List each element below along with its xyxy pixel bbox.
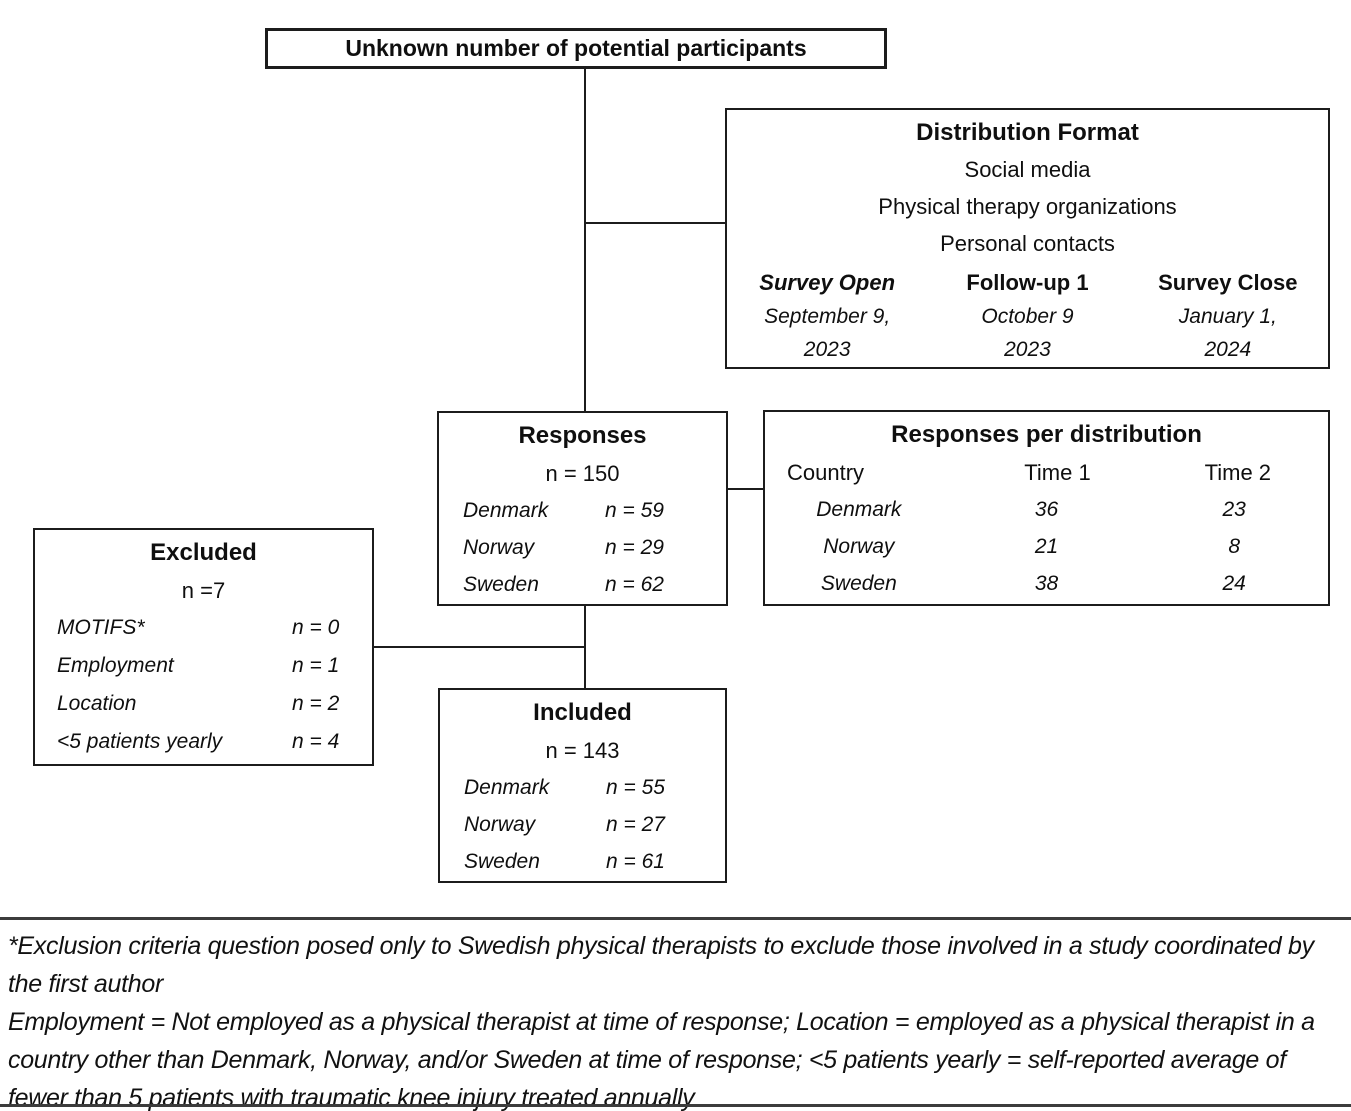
count-value: n = 59 <box>605 499 664 522</box>
excluded-row-location: Location n = 2 <box>35 685 372 723</box>
footnote-paragraph-2: Employment = Not employed as a physical … <box>8 1008 1315 1111</box>
country-label: Sweden <box>463 573 539 596</box>
header-country: Country <box>787 460 865 485</box>
excluded-total: n =7 <box>181 578 226 603</box>
count-value: n = 62 <box>605 573 664 596</box>
included-title: Included <box>533 699 632 726</box>
included-row-norway: Norway n = 27 <box>440 806 725 843</box>
footnote-top-divider <box>0 917 1351 920</box>
milestone-survey-open: Survey Open September 9, 2023 <box>727 266 927 366</box>
potential-participants-label: Unknown number of potential participants <box>345 35 807 61</box>
table-title: Responses per distribution <box>891 421 1202 448</box>
responses-row-norway: Norway n = 29 <box>439 529 726 566</box>
count-value: n = 61 <box>606 850 665 873</box>
milestone-label: Survey Open <box>759 270 896 295</box>
milestone-date: October 9 <box>981 305 1074 328</box>
milestone-year: 2023 <box>803 338 851 361</box>
distribution-format-title: Distribution Format <box>916 119 1139 146</box>
footnote-bottom-divider <box>0 1104 1351 1107</box>
country-label: Denmark <box>463 499 549 522</box>
connector-responses-to-table <box>728 488 763 490</box>
potential-participants-box: Unknown number of potential participants <box>265 28 887 69</box>
responses-total: n = 150 <box>545 461 620 486</box>
responses-row-denmark: Denmark n = 59 <box>439 492 726 529</box>
milestone-survey-close: Survey Close January 1, 2024 <box>1128 266 1328 366</box>
connector-to-distribution-box <box>585 222 725 224</box>
country-label: Norway <box>464 813 536 836</box>
survey-milestones: Survey Open September 9, 2023 Follow-up … <box>727 266 1328 366</box>
table-header-row: Country Time 1 Time 2 <box>765 454 1328 491</box>
time1-value: 21 <box>1034 535 1059 558</box>
country-label: Norway <box>823 535 895 558</box>
excluded-title: Excluded <box>150 539 257 566</box>
footnote-text: *Exclusion criteria question posed only … <box>8 927 1338 1111</box>
footnote-paragraph-1: *Exclusion criteria question posed only … <box>8 932 1314 998</box>
excluded-row-employment: Employment n = 1 <box>35 647 372 685</box>
time1-value: 38 <box>1034 572 1059 595</box>
channel-pt-organizations: Physical therapy organizations <box>878 194 1177 219</box>
exclusion-reason: Location <box>57 692 137 715</box>
connector-top-to-responses <box>584 68 586 412</box>
connector-to-excluded-box <box>374 646 585 648</box>
included-total: n = 143 <box>545 738 620 763</box>
milestone-date: September 9, <box>764 305 891 328</box>
time2-value: 8 <box>1228 535 1241 558</box>
included-row-sweden: Sweden n = 61 <box>440 843 725 880</box>
responses-per-distribution-table: Responses per distribution Country Time … <box>763 410 1330 606</box>
table-row-norway: Norway 21 8 <box>765 528 1328 565</box>
milestone-year: 2024 <box>1204 338 1252 361</box>
channel-personal-contacts: Personal contacts <box>940 231 1115 256</box>
table-row-sweden: Sweden 38 24 <box>765 565 1328 602</box>
milestone-year: 2023 <box>1004 338 1051 361</box>
responses-row-sweden: Sweden n = 62 <box>439 566 726 603</box>
country-label: Denmark <box>816 498 902 521</box>
excluded-row-motifs: MOTIFS* n = 0 <box>35 609 372 647</box>
time2-value: 24 <box>1222 572 1246 595</box>
count-value: n = 2 <box>292 692 340 715</box>
distribution-format-box: Distribution Format Social media Physica… <box>725 108 1330 369</box>
count-value: n = 29 <box>605 536 664 559</box>
time2-value: 23 <box>1222 498 1246 521</box>
exclusion-reason: <5 patients yearly <box>57 730 223 753</box>
exclusion-reason: Employment <box>57 654 174 677</box>
country-label: Sweden <box>820 572 897 595</box>
count-value: n = 27 <box>606 813 665 836</box>
header-time-1: Time 1 <box>1024 460 1091 485</box>
connector-responses-to-included <box>584 605 586 689</box>
header-time-2: Time 2 <box>1204 460 1272 485</box>
count-value: n = 0 <box>292 616 340 639</box>
exclusion-reason: MOTIFS* <box>57 616 145 639</box>
milestone-label: Follow-up 1 <box>966 270 1089 295</box>
count-value: n = 55 <box>606 776 665 799</box>
responses-box: Responses n = 150 Denmark n = 59 Norway … <box>437 411 728 606</box>
excluded-box: Excluded n =7 MOTIFS* n = 0 Employment n… <box>33 528 374 766</box>
milestone-label: Survey Close <box>1158 270 1298 295</box>
milestone-follow-up-1: Follow-up 1 October 9 2023 <box>927 266 1127 366</box>
responses-title: Responses <box>518 422 647 449</box>
included-box: Included n = 143 Denmark n = 55 Norway n… <box>438 688 727 883</box>
included-row-denmark: Denmark n = 55 <box>440 769 725 806</box>
count-value: n = 1 <box>292 654 340 677</box>
country-label: Sweden <box>464 850 540 873</box>
table-row-denmark: Denmark 36 23 <box>765 491 1328 528</box>
channel-social-media: Social media <box>964 157 1091 182</box>
milestone-date: January 1, <box>1178 305 1277 328</box>
count-value: n = 4 <box>292 730 340 753</box>
excluded-row-patients-yearly: <5 patients yearly n = 4 <box>35 723 372 761</box>
country-label: Norway <box>463 536 535 559</box>
country-label: Denmark <box>464 776 550 799</box>
time1-value: 36 <box>1034 498 1059 521</box>
